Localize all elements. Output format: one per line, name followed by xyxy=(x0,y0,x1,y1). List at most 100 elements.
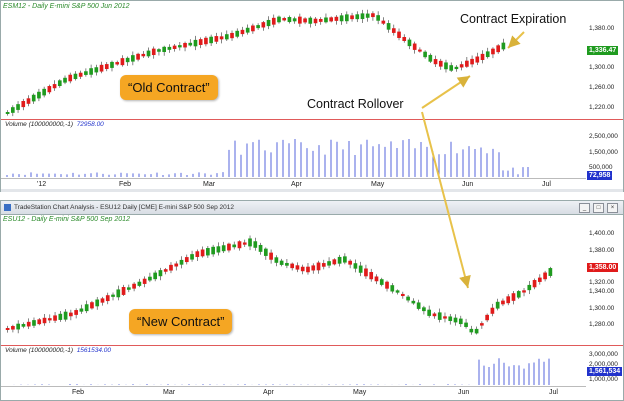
candle xyxy=(26,98,31,104)
pane-divider xyxy=(1,345,623,346)
candle xyxy=(480,53,485,61)
candle xyxy=(266,19,271,27)
candle xyxy=(26,321,31,327)
candle xyxy=(416,302,421,309)
window-title: TradeStation Chart Analysis - ESU12 Dail… xyxy=(14,204,235,211)
candle xyxy=(269,252,273,260)
top-volume-plot[interactable] xyxy=(1,120,586,178)
candle xyxy=(308,17,313,24)
price-axis-label: 1,380.00 xyxy=(589,247,615,254)
candle xyxy=(432,313,437,317)
candle xyxy=(303,18,307,23)
candle xyxy=(146,50,151,57)
candle xyxy=(73,73,78,80)
new-contract-callout: “New Contract” xyxy=(129,309,233,334)
candle xyxy=(209,36,213,44)
candle xyxy=(221,245,226,252)
candle xyxy=(423,51,427,58)
candle xyxy=(253,241,258,248)
candle xyxy=(295,265,300,270)
candle xyxy=(235,30,240,37)
candle xyxy=(148,276,152,281)
candle xyxy=(285,262,289,266)
candle xyxy=(99,64,104,72)
candle xyxy=(227,243,231,251)
candle xyxy=(485,314,489,321)
volume-axis-label: 1,000,000 xyxy=(589,376,618,383)
candle xyxy=(485,51,490,58)
candle xyxy=(52,84,57,89)
candle xyxy=(548,268,553,276)
top-price-plot[interactable] xyxy=(1,1,586,119)
candle xyxy=(219,36,224,40)
candle xyxy=(256,25,260,29)
candle xyxy=(184,257,189,263)
candle xyxy=(214,36,219,42)
candle xyxy=(141,53,146,57)
candle xyxy=(390,285,395,292)
maximize-button[interactable]: □ xyxy=(593,203,604,213)
top-chart-header: ESM12 - Daily E-mini S&P 500 Jun 2012 xyxy=(3,3,130,10)
candle xyxy=(263,248,268,256)
candle xyxy=(37,319,42,325)
volume-axis-label: 500,000 xyxy=(589,164,613,171)
price-axis-label: 1,260.00 xyxy=(589,84,615,91)
candle xyxy=(454,66,459,70)
candle xyxy=(402,37,407,41)
candle xyxy=(501,300,505,305)
candle xyxy=(506,296,511,304)
candle xyxy=(543,272,547,280)
price-axis-label: 1,220.00 xyxy=(589,104,615,111)
candle xyxy=(78,72,83,77)
candle xyxy=(400,293,405,297)
candle xyxy=(348,260,352,265)
candle xyxy=(94,67,99,73)
candle xyxy=(11,107,15,113)
candle xyxy=(490,307,495,314)
candle xyxy=(407,39,412,47)
candle xyxy=(63,311,68,320)
window-titlebar[interactable]: TradeStation Chart Analysis - ESU12 Dail… xyxy=(1,201,623,215)
app-icon xyxy=(4,203,11,211)
candle xyxy=(230,32,234,39)
candle xyxy=(458,318,463,325)
candle xyxy=(232,244,237,248)
candle xyxy=(211,246,215,255)
candle xyxy=(58,313,63,320)
candle xyxy=(68,74,73,82)
bottom-volume-plot[interactable] xyxy=(1,346,586,386)
candle xyxy=(183,42,187,48)
candle xyxy=(337,256,342,264)
candle xyxy=(376,15,380,21)
candle xyxy=(5,111,10,115)
candle xyxy=(406,296,410,301)
candle xyxy=(282,18,287,21)
candle xyxy=(121,286,126,295)
candle xyxy=(496,45,500,53)
close-button[interactable]: × xyxy=(607,203,618,213)
volume-header: Volume (100000000,-1) 1561534.00 xyxy=(5,347,111,354)
last-volume-tag: 72,958 xyxy=(587,171,613,180)
candle xyxy=(47,86,52,93)
volume-value: 1561534.00 xyxy=(76,347,112,354)
candle xyxy=(169,264,173,271)
candle xyxy=(537,277,542,282)
candle xyxy=(464,322,468,327)
last-price-tag: 1,336.47 xyxy=(587,46,619,55)
bottom-price-plot[interactable] xyxy=(1,214,586,345)
candle xyxy=(290,263,295,269)
candle xyxy=(353,263,358,269)
minimize-button[interactable]: _ xyxy=(579,203,590,213)
top-chart-window[interactable]: ESM12 - Daily E-mini S&P 500 Jun 2012 1,… xyxy=(0,0,624,192)
scrollbar[interactable] xyxy=(1,189,623,192)
candle xyxy=(491,48,495,55)
candle xyxy=(195,251,200,257)
candle xyxy=(153,272,158,280)
bottom-chart-window[interactable]: TradeStation Chart Analysis - ESU12 Dail… xyxy=(0,200,624,401)
candle xyxy=(332,259,337,265)
candle xyxy=(84,71,88,75)
candle xyxy=(516,291,521,298)
volume-header-label: Volume (100000000,-1) xyxy=(5,121,74,128)
old-contract-callout: “Old Contract” xyxy=(120,75,218,100)
last-volume-tag: 1,561,534 xyxy=(587,367,623,376)
